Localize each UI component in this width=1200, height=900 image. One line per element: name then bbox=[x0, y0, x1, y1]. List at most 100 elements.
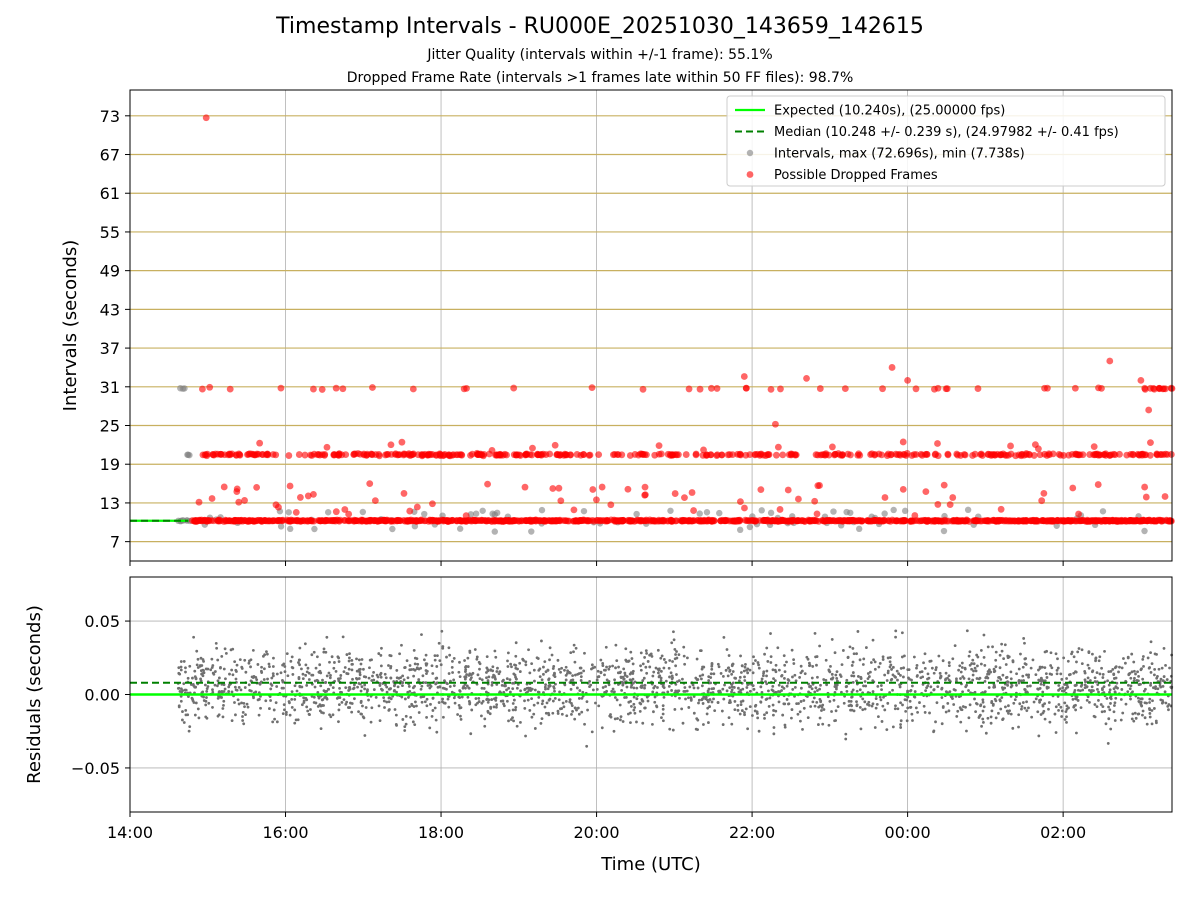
residual-point bbox=[773, 668, 777, 672]
residual-point bbox=[197, 716, 201, 720]
interval-point bbox=[890, 506, 897, 514]
residual-point bbox=[684, 697, 687, 701]
residual-point bbox=[359, 701, 363, 704]
residual-point bbox=[994, 658, 998, 662]
residual-point bbox=[890, 668, 893, 671]
residual-point bbox=[483, 724, 487, 728]
residual-point bbox=[817, 723, 820, 726]
residual-point bbox=[585, 700, 589, 704]
residual-point bbox=[1150, 709, 1154, 712]
residual-point bbox=[1134, 716, 1138, 720]
residual-point bbox=[485, 698, 489, 701]
residual-point bbox=[223, 687, 227, 691]
residual-point bbox=[748, 705, 752, 709]
residual-point bbox=[990, 709, 994, 713]
residual-point bbox=[1109, 702, 1112, 705]
residual-point bbox=[899, 666, 903, 670]
residual-point bbox=[542, 665, 545, 669]
residual-point bbox=[822, 678, 826, 681]
residual-point bbox=[1064, 710, 1068, 714]
residual-point bbox=[205, 689, 209, 693]
residual-point bbox=[834, 719, 837, 722]
residual-point bbox=[989, 670, 993, 674]
residual-point bbox=[328, 660, 331, 664]
residual-point bbox=[494, 696, 498, 700]
residual-point bbox=[909, 689, 912, 693]
residual-point bbox=[377, 704, 381, 708]
residual-point bbox=[237, 702, 241, 706]
dropped-point bbox=[685, 385, 693, 393]
residual-point bbox=[1130, 670, 1134, 674]
residual-point bbox=[670, 677, 674, 681]
residual-point bbox=[315, 655, 319, 659]
residual-point bbox=[201, 658, 205, 661]
residual-point bbox=[704, 697, 707, 701]
residual-point bbox=[387, 708, 391, 712]
residual-point bbox=[820, 706, 824, 709]
residual-point bbox=[468, 701, 472, 705]
residual-point bbox=[840, 690, 843, 694]
residual-point bbox=[533, 727, 537, 730]
residual-point bbox=[514, 677, 518, 681]
dropped-point bbox=[1079, 517, 1086, 524]
residual-point bbox=[850, 674, 854, 678]
residual-point bbox=[1088, 679, 1092, 682]
dropped-point bbox=[206, 383, 214, 391]
residual-point bbox=[1100, 710, 1104, 714]
residual-point bbox=[1057, 703, 1061, 706]
residual-point bbox=[604, 668, 607, 672]
dropped-point bbox=[446, 452, 453, 459]
residual-point bbox=[408, 705, 411, 709]
residual-point bbox=[374, 696, 378, 699]
residual-point bbox=[1127, 672, 1131, 676]
residual-point bbox=[1076, 650, 1080, 654]
dropped-point bbox=[971, 517, 979, 525]
residual-point bbox=[983, 663, 987, 667]
residual-point bbox=[1013, 698, 1017, 702]
residual-point bbox=[796, 712, 800, 716]
residual-point bbox=[567, 670, 571, 674]
residual-point bbox=[998, 653, 1002, 657]
residual-point bbox=[466, 665, 470, 668]
dropped-point bbox=[321, 451, 328, 459]
residual-point bbox=[1000, 696, 1004, 699]
residual-point bbox=[265, 650, 268, 654]
residual-point bbox=[813, 690, 817, 694]
residual-point bbox=[643, 706, 647, 710]
residual-point bbox=[322, 650, 326, 654]
dropped-point bbox=[774, 443, 782, 451]
dropped-point bbox=[586, 451, 594, 459]
residual-point bbox=[737, 686, 740, 690]
residual-point bbox=[777, 683, 781, 687]
dropped-point bbox=[1151, 517, 1159, 525]
residual-point bbox=[777, 668, 781, 672]
residual-point bbox=[894, 675, 897, 679]
dropped-point bbox=[949, 494, 957, 501]
residual-point bbox=[195, 649, 199, 653]
residual-point bbox=[316, 705, 320, 708]
residual-point bbox=[764, 680, 767, 684]
residual-point bbox=[989, 715, 993, 719]
residual-point bbox=[1146, 656, 1150, 660]
residual-point bbox=[1155, 676, 1159, 680]
residual-point bbox=[858, 705, 862, 709]
residual-point bbox=[751, 671, 755, 675]
residual-point bbox=[408, 668, 412, 672]
residual-point bbox=[501, 699, 505, 703]
residual-point bbox=[1106, 742, 1110, 745]
residual-point bbox=[457, 670, 461, 674]
residual-point bbox=[337, 720, 340, 724]
dropped-point bbox=[452, 451, 460, 459]
residual-point bbox=[343, 666, 347, 669]
residual-point bbox=[982, 655, 986, 659]
residual-point bbox=[746, 727, 750, 731]
dropped-point bbox=[922, 488, 930, 495]
residual-point bbox=[858, 658, 862, 662]
residual-point bbox=[553, 696, 557, 700]
residual-point bbox=[416, 662, 420, 666]
residual-point bbox=[230, 719, 234, 722]
residual-point bbox=[322, 704, 325, 707]
residual-point bbox=[221, 707, 225, 710]
residual-point bbox=[986, 672, 989, 676]
residual-point bbox=[363, 734, 367, 737]
